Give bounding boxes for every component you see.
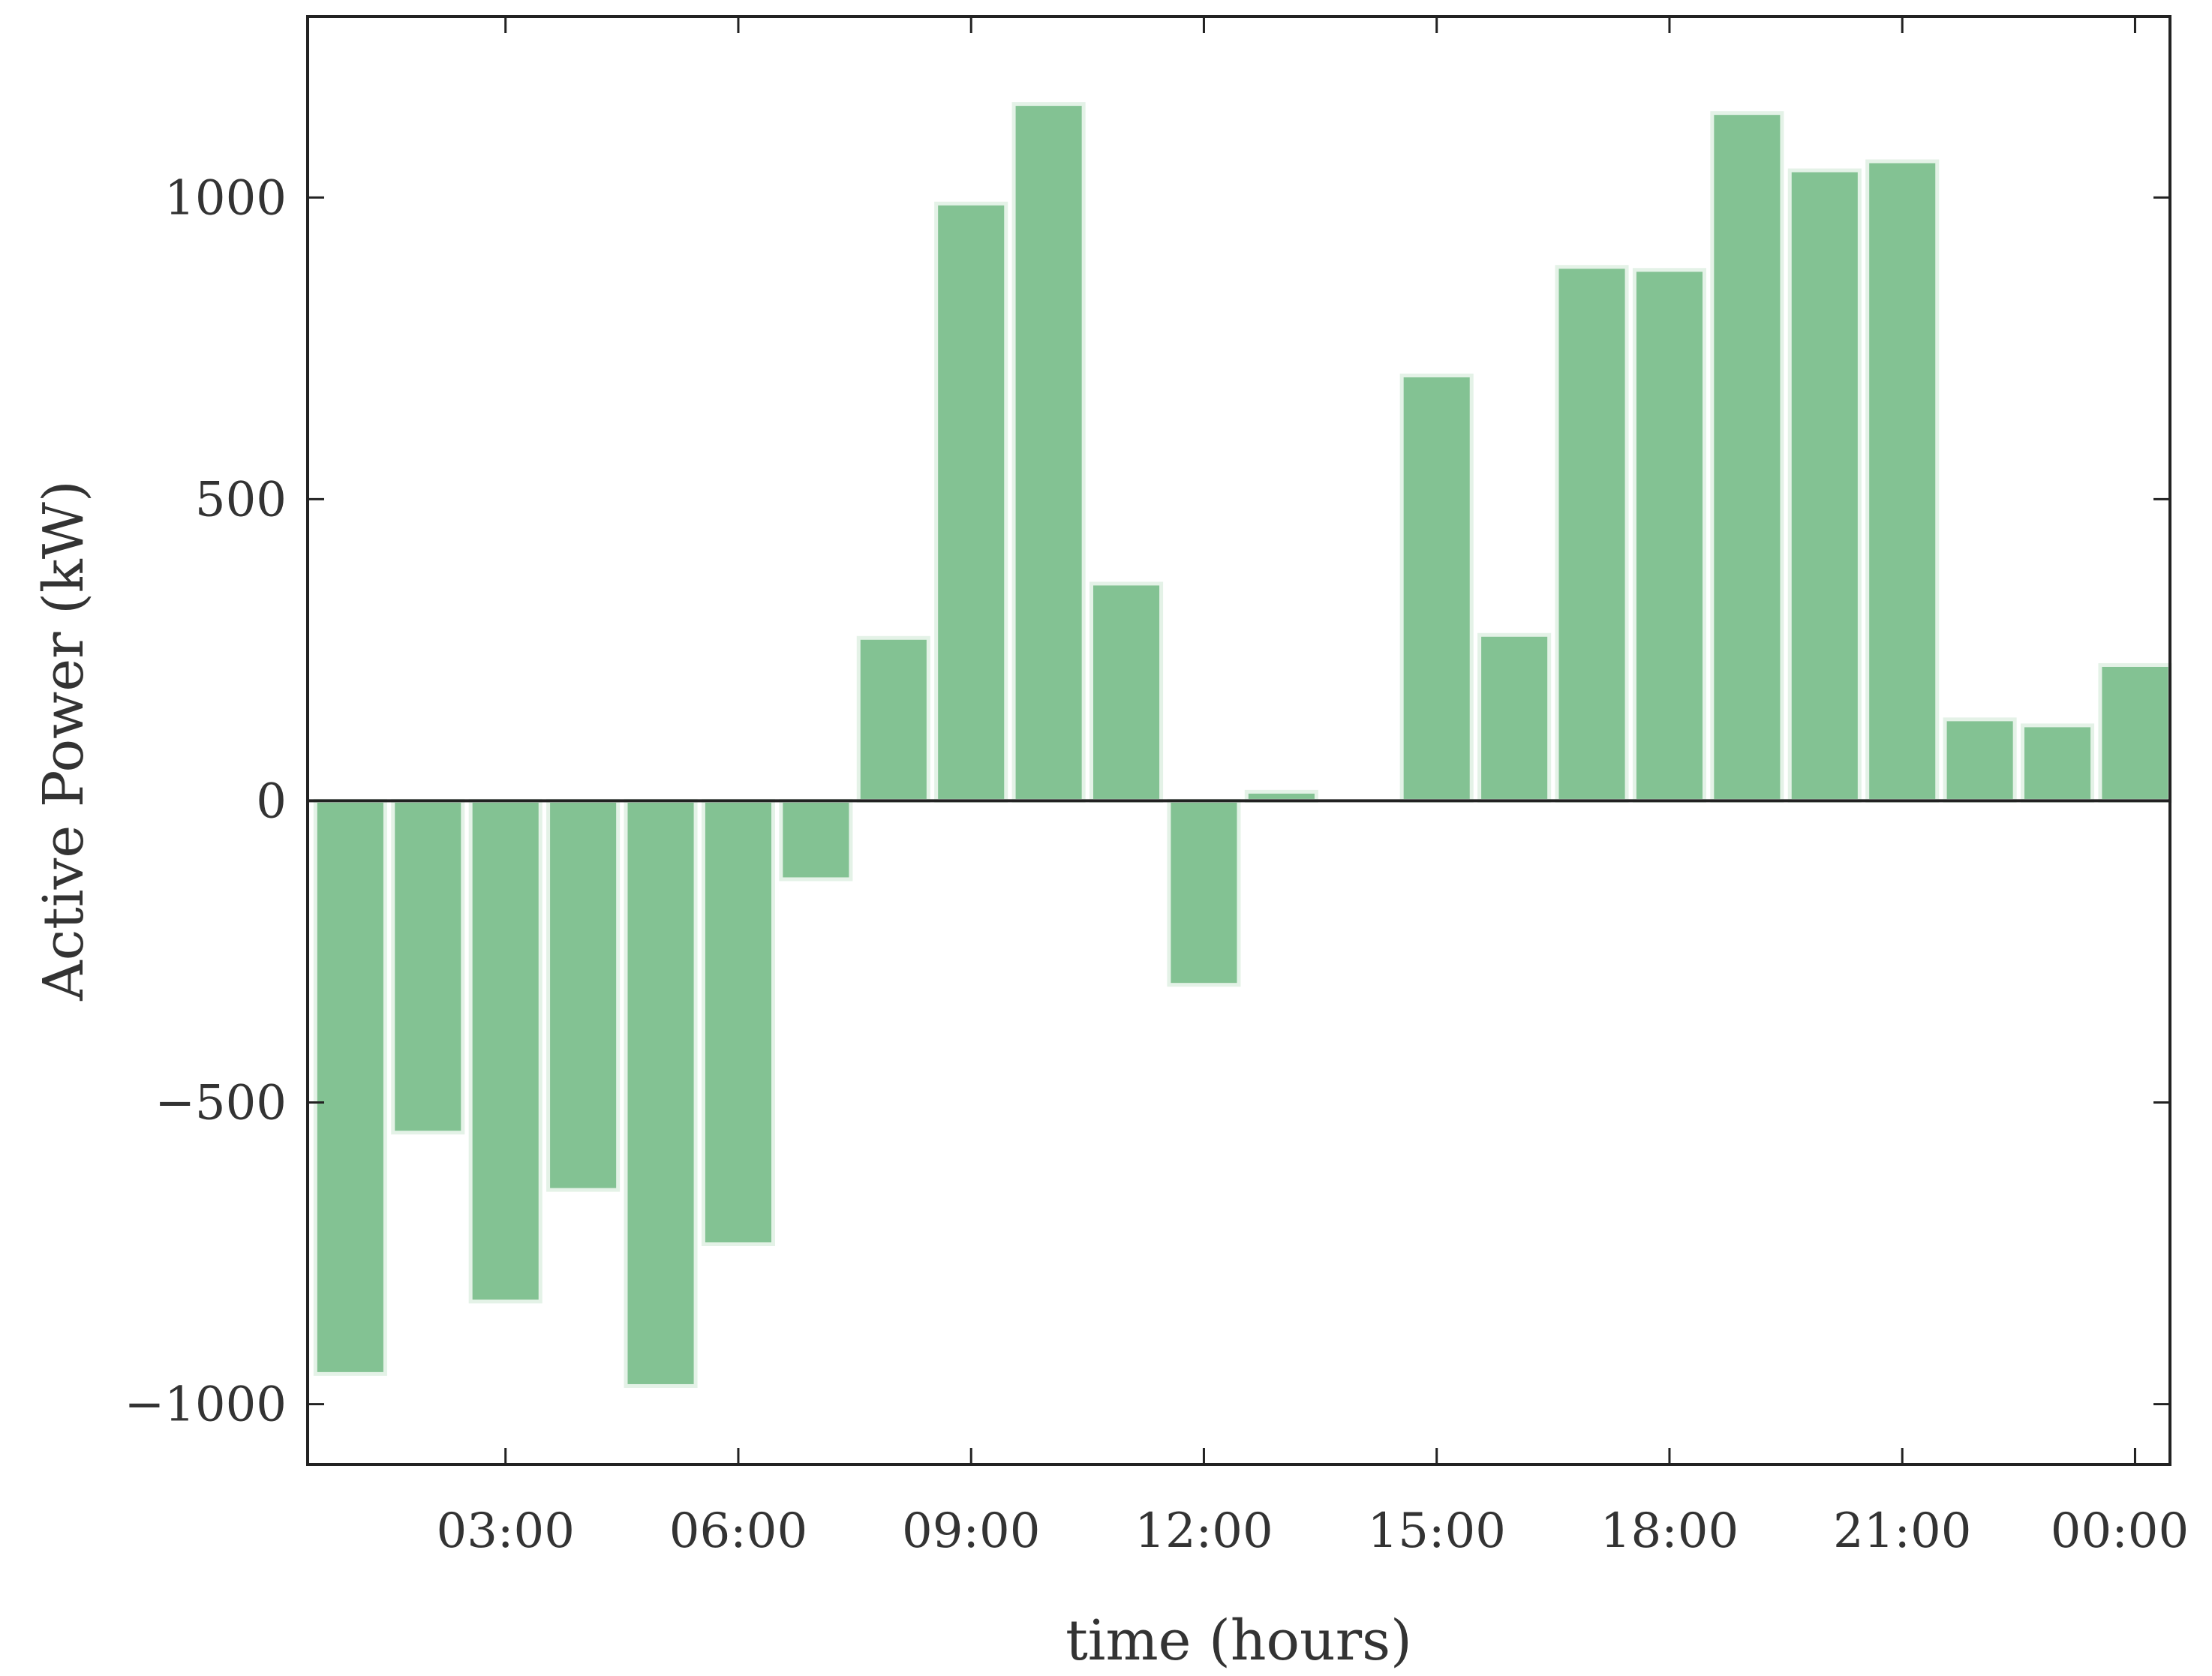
bar-7: [779, 798, 853, 882]
bar-1: [313, 798, 387, 1376]
bar-22: [1943, 717, 2017, 803]
x-tick-label: 06:00: [669, 1503, 807, 1559]
ticks-group: [308, 17, 2170, 1464]
y-tick-label: 0: [256, 773, 287, 829]
bar-9: [934, 201, 1008, 803]
bars-group: [313, 102, 2172, 1388]
x-tick-label: 18:00: [1600, 1503, 1739, 1559]
bar-5: [624, 798, 698, 1388]
bar-16: [1477, 632, 1552, 803]
bar-19: [1710, 111, 1784, 803]
bar-20: [1787, 168, 1862, 803]
bar-10: [1011, 102, 1086, 803]
bar-11: [1089, 581, 1164, 803]
x-tick-label: 12:00: [1135, 1503, 1273, 1559]
tick-labels-group: 1000 500 0 −500 −1000 03:00 06:00 09:00 12:00 15:…: [125, 170, 2189, 1559]
bar-17: [1555, 265, 1629, 803]
y-tick-label: 1000: [164, 170, 287, 226]
bar-8: [856, 635, 930, 803]
bar-15: [1399, 373, 1474, 803]
bar-6: [701, 798, 775, 1246]
bar-4: [546, 798, 621, 1192]
x-tick-label: 00:00: [2051, 1503, 2189, 1559]
x-tick-label: 03:00: [436, 1503, 574, 1559]
x-tick-label: 09:00: [902, 1503, 1040, 1559]
bar-24: [2098, 662, 2172, 803]
bar-3: [468, 798, 542, 1304]
bar-2: [391, 798, 465, 1135]
y-tick-label: −500: [155, 1076, 287, 1131]
bar-21: [1865, 159, 1940, 803]
y-tick-label: −1000: [125, 1377, 287, 1433]
bar-12: [1167, 798, 1241, 987]
bar-18: [1632, 268, 1707, 803]
y-axis-title: Active Power (kW): [32, 480, 96, 1001]
x-axis-title: time (hours): [1065, 1608, 1412, 1673]
bar-23: [2021, 723, 2095, 803]
y-tick-label: 500: [195, 472, 287, 527]
plot-frame: [306, 15, 2171, 1466]
x-tick-label: 21:00: [1833, 1503, 1971, 1559]
x-tick-label: 15:00: [1367, 1503, 1505, 1559]
